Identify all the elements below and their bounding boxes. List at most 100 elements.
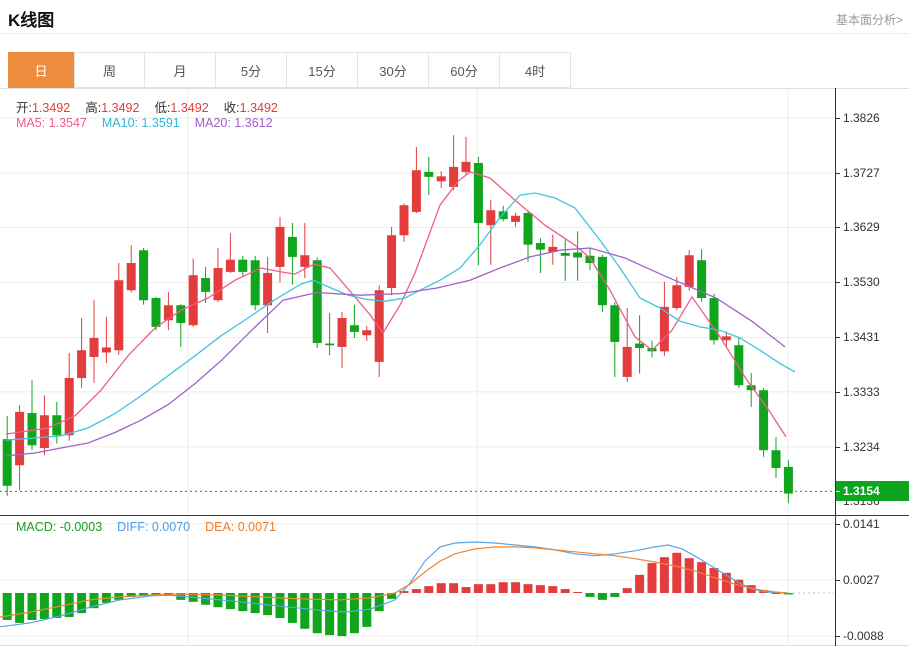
macd-bar[interactable] <box>374 593 384 612</box>
macd-bar[interactable] <box>263 593 273 616</box>
tab-4hour[interactable]: 4时 <box>500 52 571 88</box>
macd-bar[interactable] <box>15 593 25 623</box>
candle[interactable] <box>188 275 198 326</box>
macd-bar[interactable] <box>498 582 508 593</box>
candle[interactable] <box>275 226 285 267</box>
macd-bar[interactable] <box>771 593 781 594</box>
candle[interactable] <box>399 205 409 236</box>
candle[interactable] <box>151 298 161 327</box>
candle[interactable] <box>659 306 669 352</box>
macd-bar[interactable] <box>399 591 409 593</box>
candle[interactable] <box>436 176 446 182</box>
candle[interactable] <box>697 260 707 299</box>
candle[interactable] <box>163 305 173 321</box>
candle[interactable] <box>312 260 322 344</box>
candle[interactable] <box>176 305 186 324</box>
candle[interactable] <box>213 268 223 301</box>
candle[interactable] <box>250 260 260 306</box>
candle[interactable] <box>783 466 793 494</box>
macd-bar[interactable] <box>647 563 657 593</box>
macd-bar[interactable] <box>77 593 87 614</box>
tab-week[interactable]: 周 <box>74 52 145 88</box>
macd-bar[interactable] <box>349 593 359 634</box>
macd-bar[interactable] <box>659 557 669 593</box>
candle[interactable] <box>424 171 434 177</box>
candle[interactable] <box>684 255 694 287</box>
macd-bar[interactable] <box>523 584 533 593</box>
tab-month[interactable]: 月 <box>145 52 216 88</box>
tab-5min[interactable]: 5分 <box>216 52 287 88</box>
macd-bar[interactable] <box>585 593 595 597</box>
macd-bar[interactable] <box>721 572 731 593</box>
macd-bar[interactable] <box>461 587 471 593</box>
macd-bar[interactable] <box>560 589 570 593</box>
macd-bar[interactable] <box>275 593 285 619</box>
macd-bar[interactable] <box>548 586 558 593</box>
candle[interactable] <box>39 415 49 449</box>
candle[interactable] <box>89 338 99 357</box>
tab-15min[interactable]: 15分 <box>287 52 358 88</box>
candle[interactable] <box>325 343 335 346</box>
macd-bar[interactable] <box>436 583 446 593</box>
candle[interactable] <box>77 350 87 379</box>
macd-bar[interactable] <box>449 583 459 593</box>
candle[interactable] <box>411 170 421 212</box>
candle[interactable] <box>622 346 632 377</box>
candle[interactable] <box>721 336 731 341</box>
macd-bar[interactable] <box>486 584 496 593</box>
candle[interactable] <box>449 166 459 187</box>
candle[interactable] <box>573 252 583 258</box>
tab-60min[interactable]: 60分 <box>429 52 500 88</box>
macd-bar[interactable] <box>709 567 719 593</box>
candle[interactable] <box>362 330 372 336</box>
candle[interactable] <box>473 163 483 224</box>
macd-bar[interactable] <box>610 593 620 597</box>
candle[interactable] <box>597 256 607 306</box>
candle[interactable] <box>387 235 397 289</box>
candle[interactable] <box>337 318 347 347</box>
macd-bar[interactable] <box>126 593 136 597</box>
candle[interactable] <box>287 236 297 257</box>
candle[interactable] <box>548 246 558 252</box>
macd-bar[interactable] <box>2 593 12 620</box>
macd-bar[interactable] <box>622 588 632 593</box>
candle[interactable] <box>263 273 273 306</box>
candle[interactable] <box>746 385 756 391</box>
candle[interactable] <box>2 439 12 486</box>
tab-day[interactable]: 日 <box>8 52 74 88</box>
macd-bar[interactable] <box>27 593 37 620</box>
candle[interactable] <box>238 259 248 272</box>
candle[interactable] <box>709 298 719 341</box>
candle[interactable] <box>101 347 111 353</box>
candle[interactable] <box>535 243 545 250</box>
macd-bar[interactable] <box>597 593 607 600</box>
candle[interactable] <box>734 345 744 386</box>
candle[interactable] <box>759 390 769 451</box>
macd-bar[interactable] <box>325 593 335 636</box>
macd-bar[interactable] <box>424 586 434 593</box>
candle[interactable] <box>610 305 620 342</box>
macd-bar[interactable] <box>511 582 521 593</box>
candle[interactable] <box>52 415 62 436</box>
candlestick-macd-chart[interactable] <box>0 0 836 647</box>
candle[interactable] <box>64 378 74 436</box>
candle[interactable] <box>511 215 521 222</box>
macd-bar[interactable] <box>783 593 793 595</box>
candle[interactable] <box>225 259 235 272</box>
macd-bar[interactable] <box>139 593 149 596</box>
candle[interactable] <box>560 253 570 256</box>
candle[interactable] <box>585 255 595 264</box>
fundamental-analysis-link[interactable]: 基本面分析> <box>835 13 903 27</box>
macd-bar[interactable] <box>734 579 744 593</box>
candle[interactable] <box>139 250 149 301</box>
macd-bar[interactable] <box>684 558 694 593</box>
macd-bar[interactable] <box>387 593 397 599</box>
macd-bar[interactable] <box>635 574 645 593</box>
candle[interactable] <box>771 450 781 469</box>
macd-bar[interactable] <box>312 593 322 634</box>
macd-bar[interactable] <box>300 593 310 629</box>
candle[interactable] <box>486 210 496 226</box>
candle[interactable] <box>300 255 310 267</box>
macd-bar[interactable] <box>697 562 707 593</box>
macd-bar[interactable] <box>672 552 682 593</box>
